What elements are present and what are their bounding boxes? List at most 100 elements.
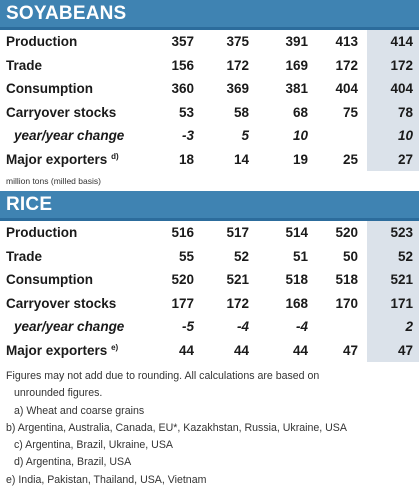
table-cell: 10 (292, 128, 308, 144)
table-row: Consumption 520 521 518 518 521 (0, 268, 419, 292)
table-cell: 10 (397, 128, 413, 144)
footnotes: Figures may not add due to rounding. All… (0, 362, 419, 489)
row-label-text: Consumption (6, 81, 93, 97)
row-label: year/year change (14, 128, 124, 143)
table-cell: 47 (342, 342, 358, 358)
table-cell: 413 (335, 34, 358, 50)
row-label-text: Consumption (6, 272, 93, 288)
table-cell: 52 (233, 248, 249, 264)
table-cell: 5 (241, 128, 249, 144)
table-cell: 523 (390, 225, 413, 241)
footnote-e: e) India, Pakistan, Thailand, USA, Vietn… (6, 473, 207, 486)
row-label-text: Production (6, 34, 78, 50)
table-cell: 172 (390, 57, 413, 73)
table-cell: 357 (171, 34, 194, 50)
table-row: year/year change -3 5 10 10 (0, 124, 419, 148)
footnote-ref: d) (111, 151, 119, 161)
soyabeans-section: SOYABEANS Production 357 375 391 413 414 Trade… (0, 0, 419, 191)
row-label: year/year change (14, 319, 124, 334)
soyabeans-header: SOYABEANS (0, 0, 419, 27)
table-cell: 44 (292, 342, 308, 358)
table-cell: 50 (342, 248, 358, 264)
row-label-text: Trade (6, 248, 43, 264)
table-cell: 172 (335, 57, 358, 73)
table-cell: 75 (342, 104, 358, 120)
soyabeans-header-rule (0, 27, 419, 30)
table-cell: -3 (181, 128, 194, 144)
table-cell: 14 (233, 151, 249, 167)
table-cell: 51 (292, 248, 308, 264)
table-row: Production 516 517 514 520 523 (0, 221, 419, 245)
row-label: Major exporters d) (6, 152, 119, 167)
table-cell: 58 (233, 104, 249, 120)
rice-header: RICE (0, 191, 419, 218)
table-cell: 170 (335, 295, 358, 311)
table-cell: 172 (226, 295, 249, 311)
table-cell: 27 (397, 151, 413, 167)
row-label-text: year/year change (14, 128, 125, 144)
table-cell: 391 (285, 34, 308, 50)
table-row: year/year change -5 -4 -4 2 (0, 315, 419, 339)
row-label: Trade (6, 58, 42, 73)
table-cell: 68 (292, 104, 308, 120)
rice-section: RICE Production 516 517 514 520 523 Trade 55 52 5… (0, 191, 419, 362)
row-label: Trade (6, 249, 42, 264)
table-cell: 53 (178, 104, 194, 120)
footnote-b: b) Argentina, Australia, Canada, EU*, Ka… (6, 421, 347, 434)
table-cell: 19 (292, 151, 308, 167)
row-label: Carryover stocks (6, 105, 116, 120)
table-cell: 414 (390, 34, 413, 50)
footnote-a: a) Wheat and coarse grains (14, 404, 145, 417)
table-cell: 404 (390, 81, 413, 97)
row-label: Carryover stocks (6, 296, 116, 311)
table-cell: 521 (226, 272, 249, 288)
table-cell: 171 (390, 295, 413, 311)
table-row: Carryover stocks 53 58 68 75 78 (0, 101, 419, 125)
rice-table: Production 516 517 514 520 523 Trade 55 52 51 50 52… (0, 221, 419, 362)
rice-header-rule (0, 218, 419, 221)
table-cell: -4 (295, 319, 308, 335)
table-cell: 44 (178, 342, 194, 358)
row-label-text: Trade (6, 57, 43, 73)
table-cell: 18 (178, 151, 194, 167)
table-cell: 518 (335, 272, 358, 288)
footnote-c: c) Argentina, Brazil, Ukraine, USA (14, 439, 173, 452)
table-cell: 169 (285, 57, 308, 73)
table-row: Major exporters e) 44 44 44 47 47 (0, 339, 419, 363)
table-cell: 360 (171, 81, 194, 97)
table-cell: -5 (181, 319, 194, 335)
row-label-text: Carryover stocks (6, 295, 117, 311)
table-cell: 404 (335, 81, 358, 97)
table-row: Trade 156 172 169 172 172 (0, 54, 419, 78)
row-label-text: year/year change (14, 319, 125, 335)
table-cell: 47 (397, 342, 413, 358)
table-row: Carryover stocks 177 172 168 170 171 (0, 292, 419, 316)
row-label: Production (6, 225, 77, 240)
table-cell: -4 (236, 319, 249, 335)
table-cell: 520 (335, 225, 358, 241)
table-cell: 516 (171, 225, 194, 241)
row-label: Major exporters e) (6, 343, 118, 358)
row-label-text: Carryover stocks (6, 104, 117, 120)
table-cell: 520 (171, 272, 194, 288)
row-label: Production (6, 34, 77, 49)
table-cell: 381 (285, 81, 308, 97)
table-cell: 52 (397, 248, 413, 264)
table-cell: 369 (226, 81, 249, 97)
footnote-ref: e) (111, 342, 119, 352)
table-cell: 375 (226, 34, 249, 50)
table-cell: 168 (285, 295, 308, 311)
row-label-text: Major exporters (6, 151, 108, 167)
table-cell: 2 (405, 319, 413, 335)
table-row: Major exporters d) 18 14 19 25 27 (0, 148, 419, 172)
footnote-d: d) Argentina, Brazil, USA (14, 456, 132, 469)
table-cell: 177 (171, 295, 194, 311)
table-cell: 518 (285, 272, 308, 288)
footnote-rounding-cont: unrounded figures. (14, 387, 103, 400)
table-cell: 156 (171, 57, 194, 73)
row-label: Consumption (6, 81, 93, 96)
row-label: Consumption (6, 272, 93, 287)
table-row: Consumption 360 369 381 404 404 (0, 77, 419, 101)
footnote-rounding: Figures may not add due to rounding. All… (6, 370, 320, 382)
row-label-text: Major exporters (6, 342, 108, 358)
